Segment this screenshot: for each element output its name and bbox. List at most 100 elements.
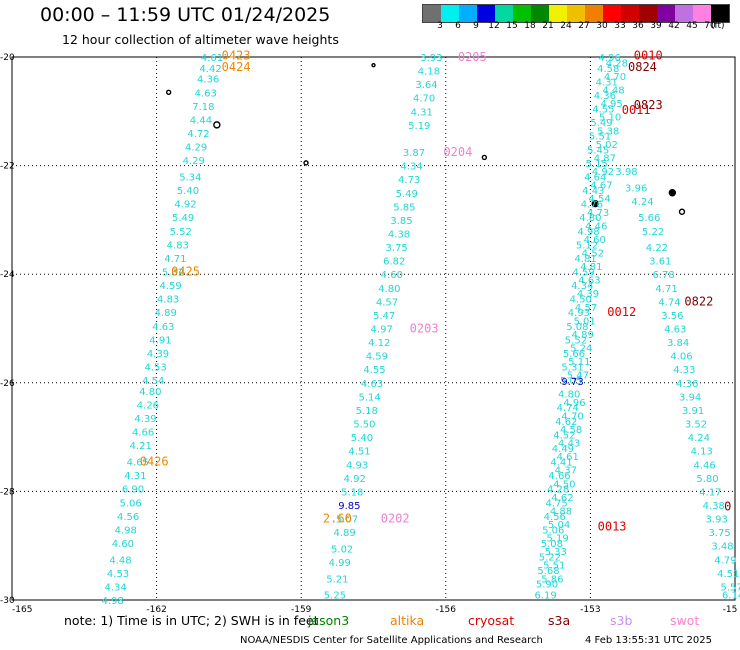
wave-height-value: 4.83 xyxy=(167,240,189,251)
colorbar-label: 33 xyxy=(614,21,626,31)
colorbar-label: 24 xyxy=(560,21,572,31)
wave-height-value: 5.14 xyxy=(359,392,381,403)
wave-height-colorbar xyxy=(422,4,730,23)
wave-height-value: 5.52 xyxy=(170,227,192,238)
wave-height-value: 3.98 xyxy=(615,167,637,178)
wave-height-value: 4.93 xyxy=(346,460,368,471)
wave-height-value: 4.34 xyxy=(400,162,422,173)
pass-time-label: 0424 xyxy=(222,60,251,74)
island-outline xyxy=(213,121,221,129)
wave-height-value: 4.98 xyxy=(115,525,137,536)
wave-height-value: 4.79 xyxy=(714,555,736,566)
wave-height-value: 5.47 xyxy=(567,371,589,382)
wave-height-value: 4.59 xyxy=(159,281,181,292)
wave-height-value: 4.53 xyxy=(145,363,167,374)
wave-height-value: 4.98 xyxy=(577,227,599,238)
wave-height-value: 4.48 xyxy=(109,555,131,566)
wave-height-value: 4.22 xyxy=(646,243,668,254)
wave-height-value: 5.04 xyxy=(548,520,570,531)
wave-height-value: 5.18 xyxy=(356,406,378,417)
wave-height-value: 4.63 xyxy=(578,276,600,287)
wave-height-value: 3.48 xyxy=(711,542,733,553)
satellite-legend-item: swot xyxy=(670,613,700,628)
wave-height-value: 4.55 xyxy=(363,365,385,376)
wave-height-value: 4.92 xyxy=(174,200,196,211)
wave-height-value: 6.14 xyxy=(722,591,740,602)
wave-height-value: 5.24 xyxy=(570,344,592,355)
colorbar-label: 15 xyxy=(506,21,518,31)
wave-height-value: 5.08 xyxy=(566,322,588,333)
page-title: 00:00 – 11:59 UTC 01/24/2025 xyxy=(40,4,331,26)
wave-height-value: 5.51 xyxy=(589,132,611,143)
wave-height-value: 4.58 xyxy=(560,425,582,436)
island-outline xyxy=(481,154,488,161)
wave-height-value: 4.63 xyxy=(664,325,686,336)
colorbar-label: 70 xyxy=(704,21,716,31)
pass-time-label: 0423 xyxy=(222,48,251,62)
wave-height-value: 5.15 xyxy=(586,159,608,170)
wave-height-value: 9.73 xyxy=(561,377,583,388)
wave-height-value: 5.49 xyxy=(590,118,612,129)
island-outline xyxy=(591,199,599,208)
wave-height-value: 4.59 xyxy=(366,352,388,363)
wave-height-value: 5.12 xyxy=(576,240,598,251)
wave-height-value: 4.54 xyxy=(142,376,164,387)
wave-height-value: 4.80 xyxy=(579,213,601,224)
wave-height-value: 4.73 xyxy=(587,208,609,219)
wave-height-value: 4.99 xyxy=(329,558,351,569)
wave-height-value: 5.10 xyxy=(599,113,621,124)
island-outline xyxy=(165,89,172,95)
wave-height-value: 3.94 xyxy=(679,392,701,403)
wave-height-value: 5.52 xyxy=(565,335,587,346)
map-frame xyxy=(11,56,736,601)
island-outline xyxy=(668,189,677,197)
wave-height-value: 4.46 xyxy=(694,460,716,471)
wave-height-value: 4.41 xyxy=(550,458,572,469)
wave-height-value: 5.19 xyxy=(546,534,568,545)
wave-height-value: 4.39 xyxy=(134,414,156,425)
wave-height-value: 4.58 xyxy=(597,64,619,75)
wave-height-value: 4.88 xyxy=(550,506,572,517)
colorbar-label: 12 xyxy=(488,21,500,31)
wave-height-value: 4.57 xyxy=(575,303,597,314)
wave-height-value: 5.07 xyxy=(336,515,358,526)
wave-height-value: 3.91 xyxy=(682,406,704,417)
pass-time-label: 0 xyxy=(724,500,731,514)
wave-height-value: 4.56 xyxy=(544,512,566,523)
pass-time-label: 0012 xyxy=(607,305,636,319)
pass-time-label: 0823 xyxy=(634,98,663,112)
colorbar-swatch xyxy=(495,5,513,22)
colorbar-swatch xyxy=(531,5,549,22)
wave-height-value: 4.89 xyxy=(333,528,355,539)
colorbar-label: 39 xyxy=(650,21,662,31)
wave-height-value: 4.34 xyxy=(571,281,593,292)
pass-time-label: 0204 xyxy=(443,145,472,159)
wave-height-value: 3.93 xyxy=(420,53,442,64)
colorbar-label: 36 xyxy=(632,21,644,31)
wave-height-value: 4.62 xyxy=(551,493,573,504)
wave-height-value: 4.13 xyxy=(691,447,713,458)
colorbar-label: 27 xyxy=(578,21,590,31)
wave-height-value: 4.65 xyxy=(127,458,149,469)
wave-height-value: 4.26 xyxy=(137,401,159,412)
wave-height-value: 3.52 xyxy=(685,420,707,431)
colorbar-swatch xyxy=(549,5,567,22)
wave-height-value: 5.02 xyxy=(331,544,353,555)
wave-height-value: 3.61 xyxy=(649,257,671,268)
island-outline xyxy=(371,62,376,68)
wave-height-value: 4.31 xyxy=(411,107,433,118)
pass-time-label: 0010 xyxy=(634,48,663,62)
wave-height-value: 4.62 xyxy=(555,417,577,428)
pass-time-label: 2.60 xyxy=(323,512,352,526)
wave-height-value: 5.66 xyxy=(638,213,660,224)
colorbar-swatch xyxy=(585,5,603,22)
wave-height-value: 4.36 xyxy=(197,75,219,86)
wave-height-value: 5.50 xyxy=(353,420,375,431)
footer-credit: NOAA/NESDIS Center for Satellite Applica… xyxy=(240,635,543,646)
wave-height-value: 4.97 xyxy=(371,325,393,336)
colorbar-label: 45 xyxy=(686,21,698,31)
wave-height-value: 3.93 xyxy=(706,515,728,526)
colorbar-swatch xyxy=(423,5,441,22)
